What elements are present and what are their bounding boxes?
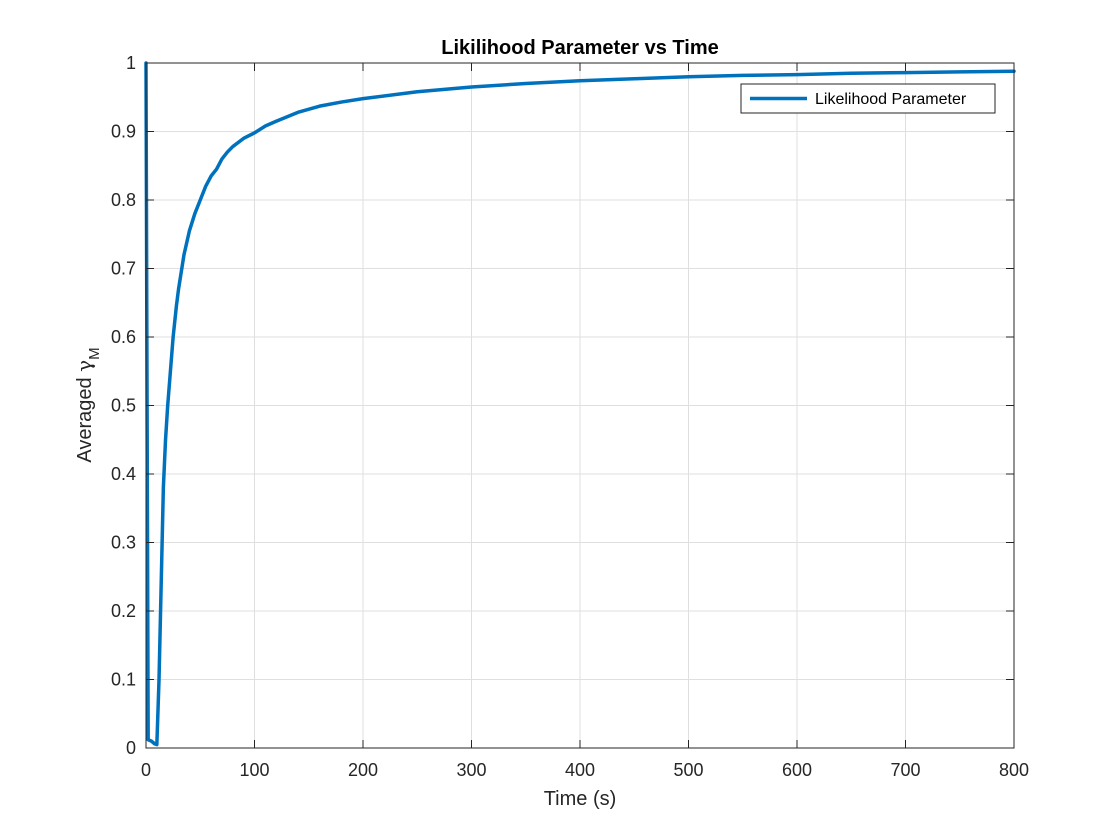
x-tick-label: 200 <box>348 760 378 780</box>
y-tick-label: 0.6 <box>111 327 136 347</box>
x-tick-label: 700 <box>890 760 920 780</box>
y-tick-label: 0.2 <box>111 601 136 621</box>
x-tick-label: 100 <box>239 760 269 780</box>
y-tick-label: 0.5 <box>111 396 136 416</box>
x-tick-label: 600 <box>782 760 812 780</box>
y-tick-label: 0.7 <box>111 259 136 279</box>
y-tick-label: 0.3 <box>111 533 136 553</box>
legend-entry-label: Likelihood Parameter <box>815 91 967 108</box>
x-ticks <box>145 63 1015 748</box>
y-axis-label-text: Averaged <box>74 372 96 463</box>
y-tick-labels: 0 0.1 0.2 0.3 0.4 0.5 0.6 0.7 0.8 0.9 1 <box>111 53 136 758</box>
y-axis-label: Averaged γM <box>72 347 103 462</box>
y-tick-label: 0.9 <box>111 122 136 142</box>
chart-title: Likilihood Parameter vs Time <box>441 37 719 59</box>
y-tick-label: 0.1 <box>111 670 136 690</box>
x-tick-label: 400 <box>565 760 595 780</box>
y-axis-label-symbol: γ <box>72 360 96 372</box>
y-tick-label: 0 <box>126 738 136 758</box>
y-tick-label: 0.4 <box>111 464 136 484</box>
x-tick-label: 0 <box>141 760 151 780</box>
legend: Likelihood Parameter <box>740 83 996 114</box>
y-tick-label: 0.8 <box>111 190 136 210</box>
y-ticks <box>146 62 1014 749</box>
x-axis-label: Time (s) <box>544 788 617 810</box>
x-tick-label: 300 <box>456 760 486 780</box>
y-axis-label-subscript: M <box>86 347 103 360</box>
y-tick-label: 1 <box>126 53 136 73</box>
x-tick-labels: 0 100 200 300 400 500 600 700 800 <box>141 760 1029 780</box>
x-tick-label: 800 <box>999 760 1029 780</box>
likelihood-parameter-line <box>144 61 1016 747</box>
x-tick-label: 500 <box>673 760 703 780</box>
